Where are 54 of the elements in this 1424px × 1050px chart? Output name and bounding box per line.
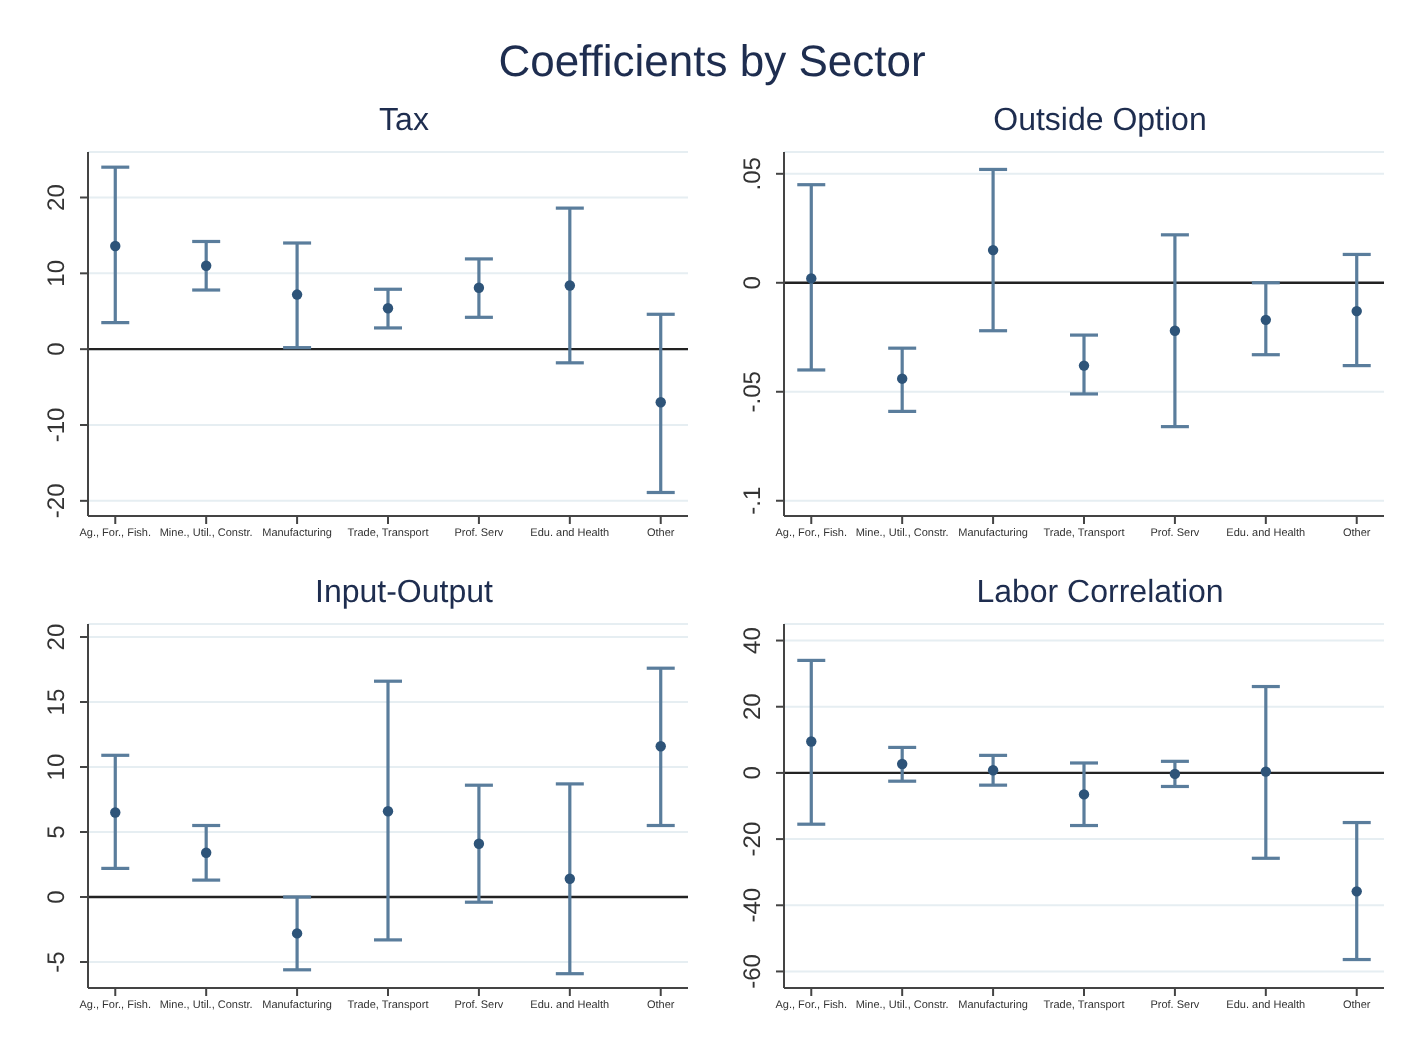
y-tick-label: 15 bbox=[42, 688, 70, 716]
y-tick-label: -10 bbox=[42, 407, 70, 443]
point bbox=[806, 273, 817, 284]
point bbox=[473, 838, 485, 849]
point bbox=[896, 373, 908, 384]
y-tick-label: 0 bbox=[42, 341, 70, 356]
y-tick-label: -60 bbox=[738, 953, 766, 989]
y-tick-label: 10 bbox=[42, 259, 70, 287]
y-tick-label: 20 bbox=[738, 692, 766, 721]
point bbox=[655, 397, 666, 408]
text: Coefficients by Sector bbox=[496, 34, 928, 90]
y-tick-label: 0 bbox=[738, 765, 766, 780]
point bbox=[1351, 886, 1362, 897]
point bbox=[110, 240, 121, 252]
point bbox=[382, 806, 394, 817]
y-tick-label: 20 bbox=[42, 183, 70, 211]
y-tick-label: -20 bbox=[42, 482, 70, 519]
point bbox=[110, 807, 121, 818]
point bbox=[896, 758, 908, 770]
y-tick-label: .05 bbox=[738, 156, 766, 191]
y-tick-label: 40 bbox=[738, 626, 766, 654]
chart-title: Input-Output bbox=[313, 576, 495, 614]
point bbox=[200, 260, 212, 271]
point bbox=[1260, 766, 1272, 777]
chart-title: Outside Option bbox=[991, 104, 1209, 142]
y-tick-label: -.05 bbox=[738, 370, 766, 413]
point bbox=[564, 873, 576, 884]
point bbox=[1260, 314, 1272, 326]
chart-title: Labor Correlation bbox=[974, 576, 1226, 614]
y-tick-label: -.1 bbox=[738, 486, 766, 515]
y-tick-label: 5 bbox=[42, 824, 70, 839]
point bbox=[1078, 789, 1090, 800]
point bbox=[987, 244, 999, 256]
point bbox=[655, 741, 666, 752]
point bbox=[1169, 768, 1181, 780]
point bbox=[987, 765, 999, 776]
point bbox=[291, 928, 303, 939]
y-tick-label: 0 bbox=[42, 889, 70, 904]
point bbox=[1169, 325, 1181, 336]
point bbox=[564, 280, 576, 291]
point bbox=[473, 282, 485, 293]
point bbox=[291, 289, 303, 300]
y-tick-label: -40 bbox=[738, 887, 766, 923]
y-tick-label: 10 bbox=[42, 753, 70, 781]
chart-title: Tax bbox=[377, 104, 431, 142]
y-tick-label: 0 bbox=[738, 275, 766, 290]
y-tick-label: -5 bbox=[42, 950, 70, 973]
point bbox=[1078, 360, 1090, 371]
point bbox=[382, 303, 394, 314]
point bbox=[1351, 305, 1362, 317]
y-tick-label: 20 bbox=[42, 623, 70, 651]
point bbox=[200, 847, 212, 858]
y-tick-label: -20 bbox=[738, 821, 766, 857]
point bbox=[806, 736, 817, 747]
